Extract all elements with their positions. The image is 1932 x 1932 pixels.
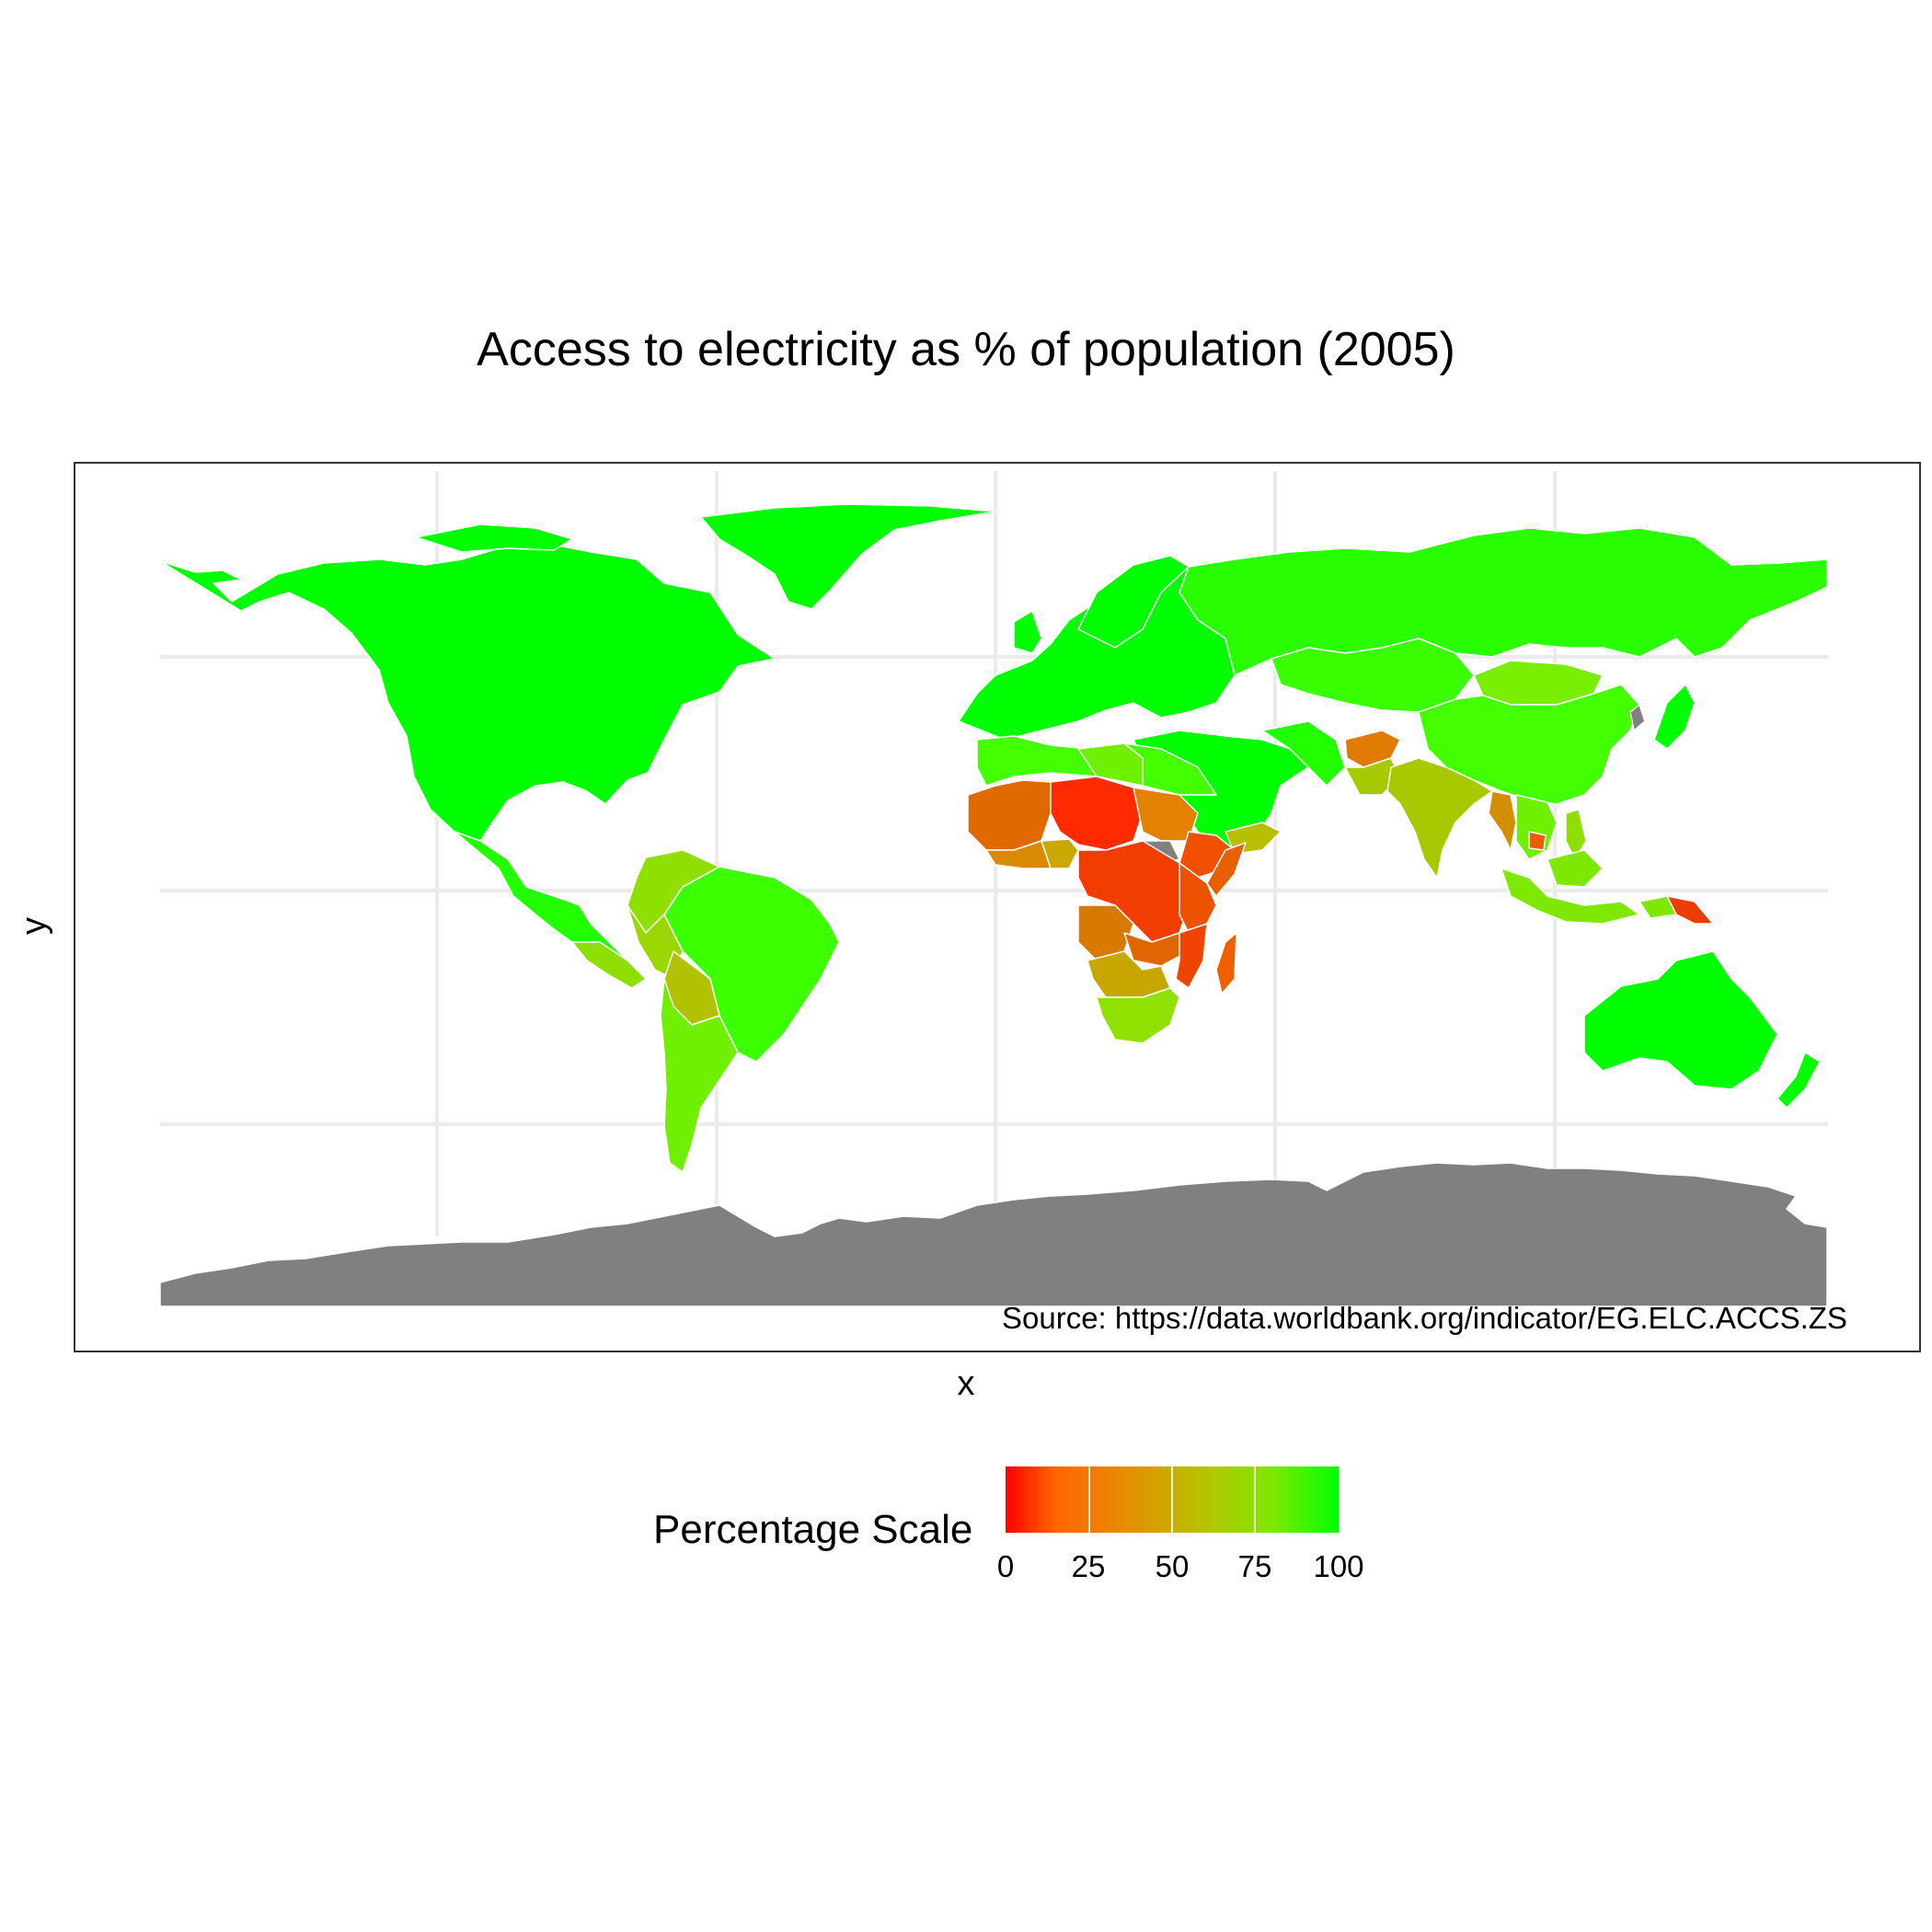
region-australia [1583,950,1778,1090]
legend-tick-label: 25 [1071,1549,1106,1583]
legend-tick-mark [1088,1466,1090,1533]
legend-tick-mark [1171,1466,1173,1533]
region-antarctica [159,1162,1828,1307]
region-korea [1629,704,1646,731]
region-libya [1077,742,1144,787]
legend-tick-label: 0 [996,1549,1015,1583]
region-greenland [700,503,996,610]
region-borneo [1547,849,1604,888]
region-iran [1261,720,1346,787]
legend-tick-label: 50 [1155,1549,1190,1583]
legend-tick-label: 75 [1237,1549,1272,1583]
region-indonesia [1501,868,1640,925]
region-chad-niger [1050,776,1144,851]
region-philippines [1565,809,1587,860]
chart-title: Access to electricity as % of population… [477,323,1455,376]
region-japan [1653,684,1696,750]
legend-tick-mark [1254,1466,1256,1533]
legend-colorbar [1006,1466,1339,1533]
legend-title: Percentage Scale [653,1507,973,1552]
region-gulf-guinea [985,840,1052,869]
region-new-zealand [1777,1052,1821,1109]
region-madagascar [1215,932,1237,995]
source-annotation: Source: https://data.worldbank.org/indic… [1002,1301,1847,1335]
region-central-asia [1271,638,1475,713]
region-uk [1013,610,1042,654]
region-south-africa [1096,987,1180,1044]
world-map [159,471,1828,1307]
region-mozambique [1175,923,1208,989]
region-somalia [1206,842,1247,897]
region-india [1386,757,1493,879]
region-myanmar [1488,790,1517,851]
map-panel [74,462,1921,1352]
legend-tick-label: 100 [1313,1549,1364,1583]
y-axis-label: y [15,917,53,935]
region-north-america [159,542,776,842]
region-west-papua [1639,895,1677,919]
region-southern-cone [660,978,739,1173]
region-arctic-islands [415,523,573,553]
region-cambodia [1528,831,1547,851]
region-indochina [1515,794,1558,860]
x-axis-label: x [957,1364,975,1403]
region-west-africa [967,779,1052,851]
region-central-america [571,941,647,989]
